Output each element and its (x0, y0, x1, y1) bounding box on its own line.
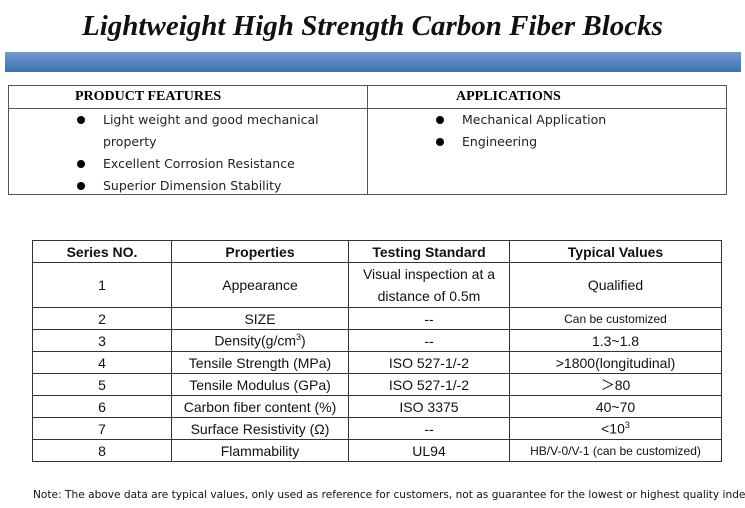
table-cell: 6 (32, 395, 172, 418)
table-cell: UL94 (348, 439, 510, 462)
table-cell: Surface Resistivity (Ω) (171, 417, 349, 440)
table-cell: ISO 527-1/-2 (348, 351, 510, 374)
application-list: Mechanical Application Engineering (368, 109, 726, 153)
table-cell: Can be customized (509, 307, 722, 330)
table-cell: ＞80 (509, 373, 722, 396)
table-cell: 8 (32, 439, 172, 462)
note: Note: The above data are typical values,… (33, 489, 745, 501)
column-header: Series NO. (32, 240, 172, 263)
table-cell: Flammability (171, 439, 349, 462)
column-header: Typical Values (509, 240, 722, 263)
spec-table: Series NO. Properties Testing Standard Typi… (32, 240, 722, 462)
table-cell: ISO 3375 (348, 395, 510, 418)
table-cell: <103 (509, 417, 722, 440)
table-cell: Carbon fiber content (%) (171, 395, 349, 418)
table-cell: Qualified (509, 262, 722, 308)
table-row: 8 Flammability UL94 HB/V-0/V-1 (can be cust… (32, 439, 722, 462)
heading: APPLICATIONS (368, 86, 726, 109)
list-item: Mechanical Application (388, 109, 726, 131)
table-row: 4 Tensile Strength (MPa) ISO 527-1/-2 >1800… (32, 351, 722, 374)
text: <10 (601, 420, 625, 437)
table-cell: 1.3~1.8 (509, 329, 722, 352)
heading: PRODUCT FEATURES (9, 86, 367, 109)
table-cell: 7 (32, 417, 172, 440)
table-cell: 2 (32, 307, 172, 330)
applications: APPLICATIONS Mechanical Application Engin… (367, 86, 726, 194)
list-item: Excellent Corrosion Resistance (29, 153, 323, 175)
table-cell: Tensile Strength (MPa) (171, 351, 349, 374)
title: Lightweight High Strength Carbon Fiber B… (82, 10, 663, 42)
table-cell: Density(g/cm3) (171, 329, 349, 352)
table-row: 7 Surface Resistivity (Ω) -- <103 (32, 417, 722, 440)
table-cell: HB/V-0/V-1 (can be customized) (509, 439, 722, 462)
text: ) (301, 332, 306, 349)
feature-list: Light weight and good mechanical propert… (9, 109, 367, 197)
table-row: 2 SIZE -- Can be customized (32, 307, 722, 330)
table-cell: -- (348, 329, 510, 352)
features: PRODUCT FEATURES Light weight and good m… (9, 86, 367, 194)
table-row: 3 Density(g/cm3) -- 1.3~1.8 (32, 329, 722, 352)
table-cell: SIZE (171, 307, 349, 330)
table-cell: ISO 527-1/-2 (348, 373, 510, 396)
list-item: Superior Dimension Stability (29, 175, 323, 197)
column-header: Testing Standard (348, 240, 510, 263)
table-cell: Appearance (171, 262, 349, 308)
table-cell: 1 (32, 262, 172, 308)
table-cell: -- (348, 307, 510, 330)
table-cell: -- (348, 417, 510, 440)
superscript: 3 (624, 420, 630, 431)
table-cell: >1800(longitudinal) (509, 351, 722, 374)
table-cell: 4 (32, 351, 172, 374)
table-row: 1 Appearance Visual inspection at a distan… (32, 262, 722, 308)
table-row: 5 Tensile Modulus (GPa) ISO 527-1/-2 ＞80 (32, 373, 722, 396)
table-cell: 5 (32, 373, 172, 396)
text: Density(g/cm (214, 332, 296, 349)
table-cell: Tensile Modulus (GPa) (171, 373, 349, 396)
list-item: Light weight and good mechanical propert… (29, 109, 323, 153)
table-row: 6 Carbon fiber content (%) ISO 3375 40~70 (32, 395, 722, 418)
column-header: Properties (171, 240, 349, 263)
table-cell: 3 (32, 329, 172, 352)
table-cell: Visual inspection at a distance of 0.5m (348, 262, 510, 308)
table-cell: 40~70 (509, 395, 722, 418)
superscript: 3 (296, 332, 302, 343)
banner-bar (5, 52, 741, 72)
list-item: Engineering (388, 131, 726, 153)
overview-box: PRODUCT FEATURES Light weight and good m… (8, 85, 727, 195)
